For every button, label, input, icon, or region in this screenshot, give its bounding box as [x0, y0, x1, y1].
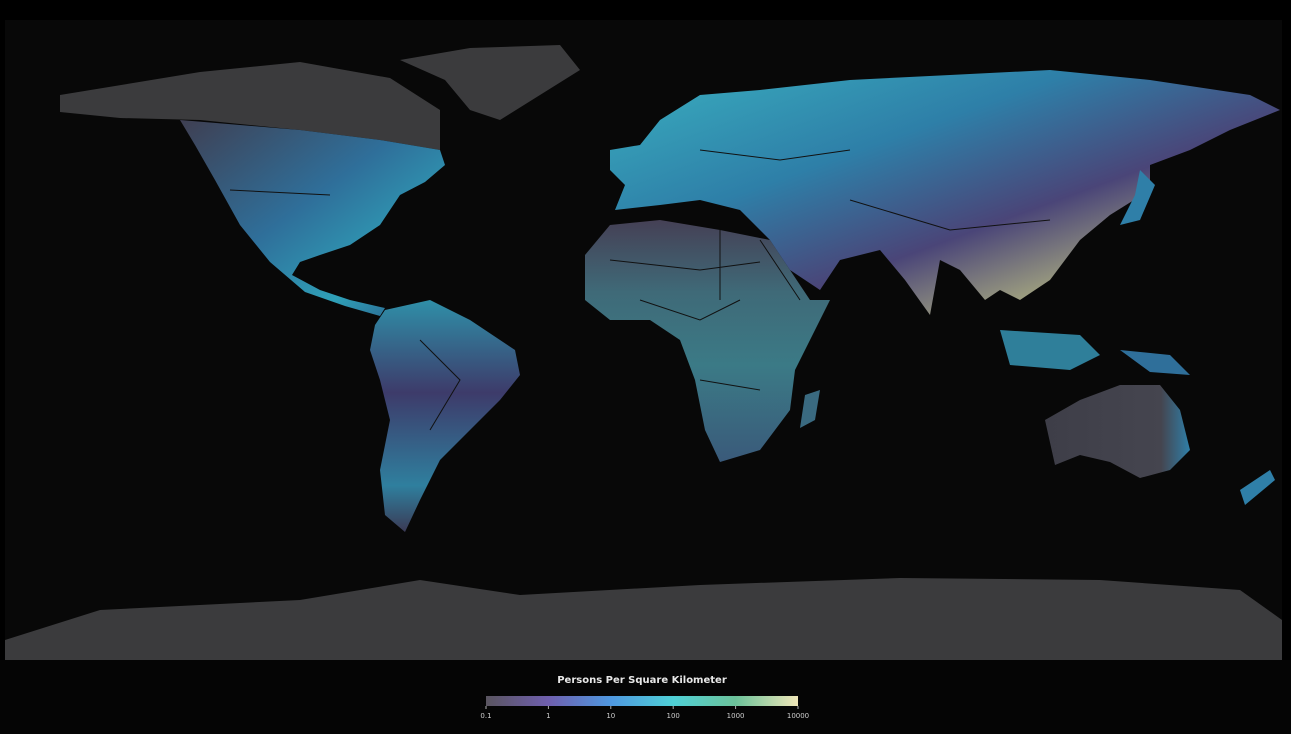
borders [229, 149, 1051, 431]
antarctica [5, 578, 1282, 660]
legend-tick-label: 0.1 [480, 712, 491, 720]
legend-tick-label: 100 [667, 712, 680, 720]
new-guinea [1120, 350, 1190, 375]
maritime-asia [1000, 330, 1100, 370]
greenland [400, 45, 580, 120]
legend-tick-label: 10000 [787, 712, 809, 720]
africa [585, 220, 830, 462]
new-zealand [1240, 470, 1275, 505]
legend: Persons Per Square Kilometer 0.1 1 10 100 10… [480, 675, 809, 720]
north-america [180, 120, 445, 316]
legend-title: Persons Per Square Kilometer [557, 675, 727, 686]
eurasia [610, 70, 1280, 315]
legend-tick-label: 10 [606, 712, 615, 720]
land [5, 45, 1282, 660]
arctic-canada [60, 62, 440, 150]
south-america [370, 300, 520, 532]
australia [1045, 385, 1190, 478]
japan [1120, 170, 1155, 225]
legend-tick-label: 1000 [727, 712, 745, 720]
madagascar [800, 390, 820, 428]
color-bar [486, 696, 798, 706]
legend-tick-label: 1 [546, 712, 550, 720]
